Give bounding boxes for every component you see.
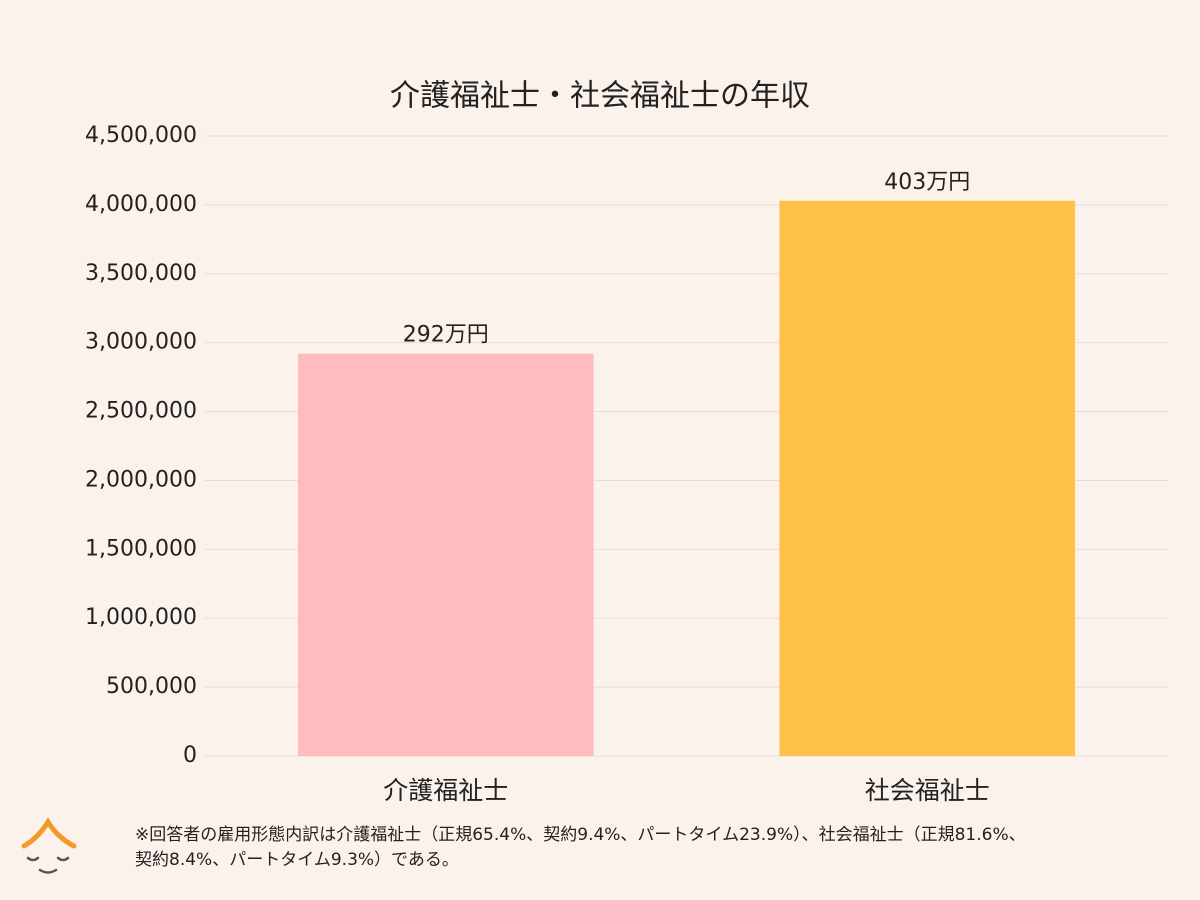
y-tick-label: 1,500,000 (85, 536, 197, 561)
x-tick-label: 介護福祉士 (383, 776, 508, 805)
y-tick-label: 1,000,000 (85, 605, 197, 630)
data-label: 292万円 (403, 323, 489, 348)
x-tick-label: 社会福祉士 (865, 776, 990, 805)
y-tick-label: 3,000,000 (85, 330, 197, 355)
footnote: 契約8.4%、パートタイム9.3%）である。 (135, 850, 459, 870)
data-label: 403万円 (884, 170, 970, 195)
y-tick-label: 2,500,000 (85, 399, 197, 424)
mascot-icon (21, 817, 77, 874)
y-tick-label: 4,500,000 (85, 123, 197, 148)
y-tick-label: 4,000,000 (85, 192, 197, 217)
chart-title: 介護福祉士・社会福祉士の年収 (390, 79, 810, 114)
y-tick-label: 2,000,000 (85, 467, 197, 492)
bar (779, 200, 1076, 756)
bar (297, 353, 594, 756)
y-tick-label: 3,500,000 (85, 261, 197, 286)
footnote: ※回答者の雇用形態内訳は介護福祉士（正規65.4%、契約9.4%、パートタイム2… (135, 825, 1026, 845)
y-tick-label: 0 (183, 743, 197, 768)
y-tick-label: 500,000 (106, 674, 197, 699)
